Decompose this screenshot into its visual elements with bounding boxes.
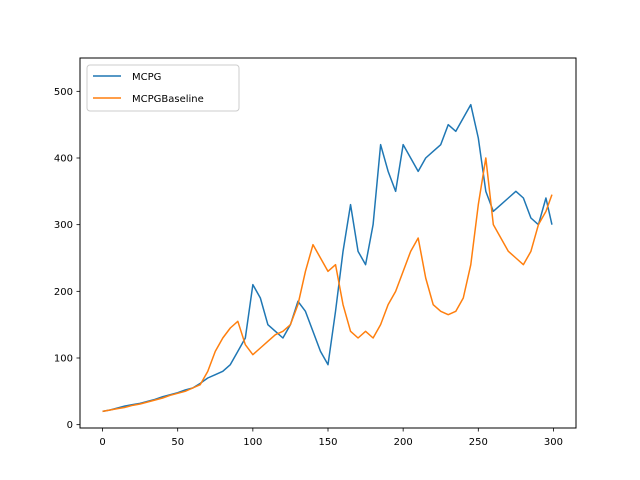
legend-label-mcpgbaseline: MCPGBaseline	[132, 94, 204, 105]
y-tick-label: 400	[54, 154, 73, 165]
plot-lines	[102, 103, 553, 413]
x-axis-ticks: 0 50 100 150 200 250 300	[99, 428, 563, 448]
x-tick-label: 150	[318, 437, 337, 448]
series-line-mcpgbaseline	[102, 157, 553, 413]
y-tick-label: 200	[54, 287, 73, 298]
x-tick-label: 0	[99, 437, 105, 448]
y-tick-label: 500	[54, 87, 73, 98]
legend-box	[86, 64, 240, 112]
x-tick-label: 200	[394, 437, 413, 448]
legend-label-mcpg: MCPG	[132, 72, 161, 83]
y-tick-label: 300	[54, 220, 73, 231]
x-tick-label: 100	[243, 437, 262, 448]
y-axis-ticks: 0 100 200 300 400 500	[54, 87, 80, 431]
x-tick-label: 50	[171, 437, 184, 448]
legend: MCPG MCPGBaseline	[86, 64, 240, 112]
y-tick-label: 0	[67, 420, 73, 431]
x-tick-label: 250	[469, 437, 488, 448]
x-tick-label: 300	[544, 437, 563, 448]
y-tick-label: 100	[54, 354, 73, 365]
